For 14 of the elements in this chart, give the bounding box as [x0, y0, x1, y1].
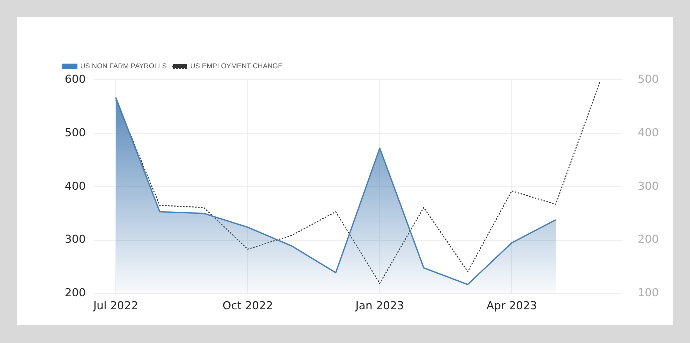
y2-tick-label: 100 — [638, 286, 660, 300]
x-tick-label: Jan 2023 — [354, 299, 404, 312]
y-tick-label: 300 — [64, 233, 86, 246]
y2-tick-label: 200 — [638, 233, 660, 246]
y-tick-label: 200 — [64, 286, 86, 300]
y-tick-label: 400 — [64, 180, 86, 193]
x-tick-label: Oct 2022 — [222, 299, 274, 312]
y-tick-label: 500 — [64, 126, 86, 140]
y2-tick-label: 500 — [638, 72, 660, 86]
x-tick-label: Jul 2022 — [92, 299, 138, 312]
y2-tick-label: 300 — [638, 180, 660, 193]
x-tick-label: Apr 2023 — [486, 299, 538, 312]
y2-tick-label: 400 — [638, 126, 660, 140]
y-tick-label: 600 — [64, 72, 86, 86]
